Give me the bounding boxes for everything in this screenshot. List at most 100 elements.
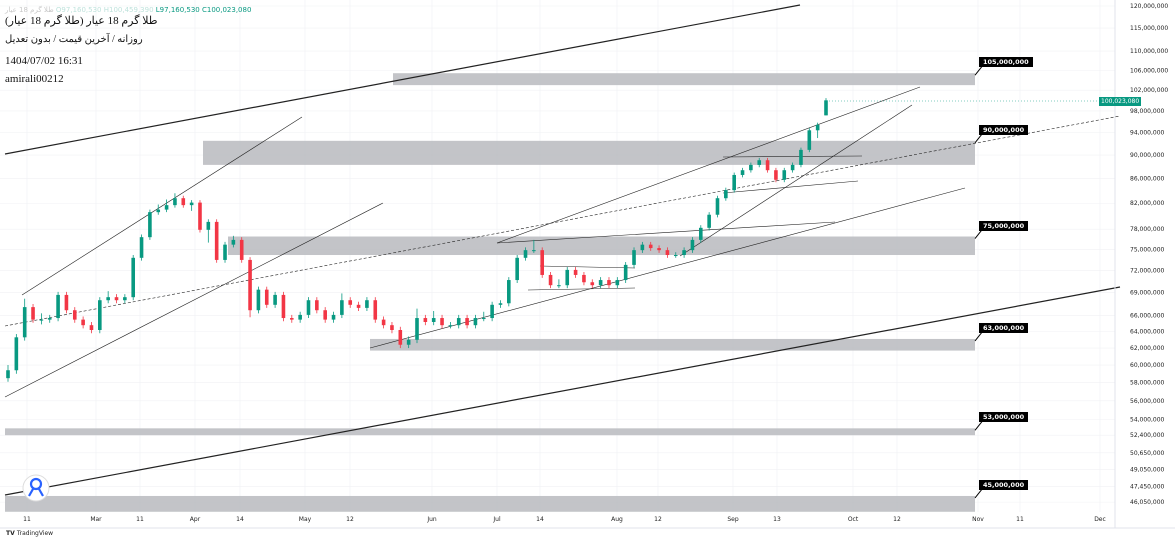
candle-body <box>782 170 787 180</box>
time-axis[interactable]: 11 Mar 11 Apr 14 May 12 Jun Jul 14 Aug 12 Sep 13 Oct 12… <box>23 516 1106 523</box>
ohlc-close: C100,023,080 <box>202 6 252 14</box>
candle-body <box>640 244 645 251</box>
time-tick-label: May <box>299 516 312 523</box>
candle-body <box>281 294 286 319</box>
candle-body <box>456 318 461 326</box>
candle-body <box>481 318 486 320</box>
candle-body <box>715 198 720 215</box>
candle-body <box>239 239 244 260</box>
trendline-rising-upper[interactable] <box>496 86 921 244</box>
trendline-rising-lower[interactable] <box>369 187 966 349</box>
trendlines[interactable] <box>4 4 1121 496</box>
candle-body <box>164 205 169 210</box>
candle-body <box>665 250 670 256</box>
candle-body <box>214 221 219 260</box>
channel-lower-1[interactable] <box>4 202 384 398</box>
trendline-steep[interactable] <box>679 104 913 257</box>
candle-body <box>31 307 35 320</box>
candle-body <box>615 280 620 286</box>
candle-body <box>198 202 202 230</box>
candle-body <box>824 100 828 116</box>
price-zone <box>5 428 975 436</box>
candle-body <box>64 294 69 311</box>
trendline-dashed[interactable] <box>4 115 1121 327</box>
price-tick-label: 102,000,000 <box>1130 87 1168 94</box>
price-zone <box>5 495 975 512</box>
chart-datetime: 1404/07/02 16:31 <box>5 55 83 67</box>
candle-body <box>749 164 753 171</box>
candle-body <box>765 160 770 171</box>
candle-body <box>431 318 436 322</box>
price-tick-label: 69,000,000 <box>1130 290 1165 297</box>
candle-body <box>289 318 294 320</box>
candle-body <box>565 269 570 286</box>
last-price-tag: 100,023,080 <box>1099 97 1142 106</box>
price-tick-label: 50,650,000 <box>1130 450 1165 457</box>
price-tick-label: 110,000,000 <box>1130 48 1168 55</box>
candle-body <box>557 285 561 287</box>
price-tick-label: 86,000,000 <box>1130 176 1165 183</box>
candle-body <box>507 280 511 304</box>
candle-body <box>181 198 186 206</box>
price-tick-label: 94,000,000 <box>1130 129 1165 136</box>
candle-body <box>340 300 344 315</box>
zone-label[interactable]: 53,000,000 <box>979 412 1029 423</box>
price-zone <box>228 236 975 256</box>
candle-body <box>440 318 444 326</box>
candle-body <box>223 244 227 260</box>
time-tick-label: Apr <box>190 516 201 523</box>
candle-body <box>473 318 478 326</box>
price-tick-label: 60,000,000 <box>1130 362 1165 369</box>
candle-body <box>348 300 353 305</box>
hline-1[interactable] <box>496 221 836 244</box>
price-tick-label: 64,000,000 <box>1130 329 1165 336</box>
zone-label[interactable]: 105,000,000 <box>979 57 1033 68</box>
candle-body <box>173 198 177 206</box>
zone-label[interactable]: 75,000,000 <box>979 220 1029 231</box>
time-tick-label: Sep <box>727 516 739 523</box>
range-bottom[interactable] <box>527 287 636 291</box>
candle-body <box>47 318 52 320</box>
candle-body <box>790 164 795 171</box>
zone-label[interactable]: 63,000,000 <box>979 322 1029 333</box>
price-tick-label: 52,400,000 <box>1130 432 1165 439</box>
candle-body <box>398 330 403 345</box>
candle-body <box>315 300 319 311</box>
price-tick-label: 56,000,000 <box>1130 398 1165 405</box>
chart-author: amirali00212 <box>5 73 64 85</box>
time-tick-label: Nov <box>972 516 984 523</box>
candle-body <box>490 304 494 319</box>
ohlc-symbol: طلا گرم 18 عیار <box>5 6 54 14</box>
trendline-lower-major[interactable] <box>4 286 1121 496</box>
time-tick-label: Jun <box>426 516 437 523</box>
price-tick-label: 98,000,000 <box>1130 108 1165 115</box>
hline-3[interactable] <box>722 180 859 194</box>
price-tick-label: 120,000,000 <box>1130 3 1168 10</box>
price-tick-label: 49,050,000 <box>1130 466 1165 473</box>
candle-body <box>673 255 678 257</box>
time-tick-label: Dec <box>1094 516 1106 523</box>
candle-body <box>732 174 736 191</box>
price-zone <box>370 338 975 351</box>
candle-body <box>273 294 277 305</box>
candle-body <box>682 250 686 256</box>
channel-upper-1[interactable] <box>21 116 303 296</box>
candle-body <box>22 307 27 338</box>
hline-2[interactable] <box>722 155 863 158</box>
time-tick-label: 11 <box>136 516 144 523</box>
trendline-upper-major[interactable] <box>4 4 801 155</box>
range-top[interactable] <box>539 265 636 269</box>
time-tick-label: Mar <box>90 516 102 523</box>
zone-label[interactable]: 45,000,000 <box>979 479 1029 490</box>
candle-body <box>740 170 745 175</box>
candle-body <box>799 149 803 165</box>
candle-body <box>690 239 695 251</box>
candle-body <box>189 202 194 206</box>
price-axis[interactable]: 120,000,000 115,000,000 110,000,000 106,000… <box>1130 3 1168 506</box>
candle-body <box>72 310 77 320</box>
tradingview-logo-icon[interactable] <box>22 474 50 502</box>
candle-body <box>423 318 428 322</box>
price-tick-label: 62,000,000 <box>1130 345 1165 352</box>
zone-label[interactable]: 90,000,000 <box>979 124 1029 135</box>
